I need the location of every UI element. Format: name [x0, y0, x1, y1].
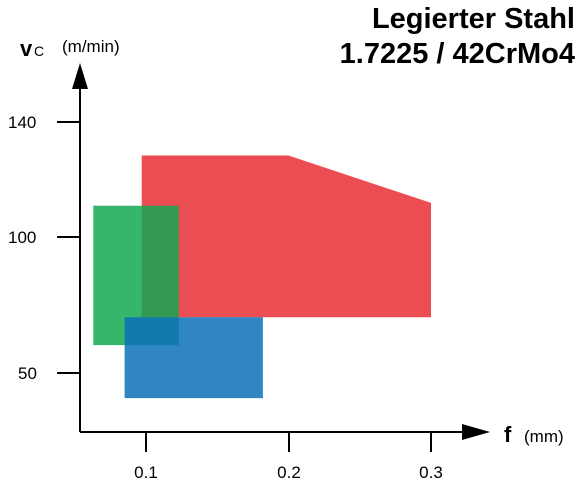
y-axis-symbol: v — [20, 36, 33, 61]
y-tick-label: 100 — [8, 228, 36, 247]
y-tick-label: 140 — [8, 113, 36, 132]
region-red — [141, 155, 431, 318]
chart-regions — [93, 155, 431, 399]
x-axis-unit: (mm) — [524, 427, 564, 446]
y-tick-label: 50 — [18, 364, 37, 383]
region-blue — [124, 317, 263, 399]
x-tick-label: 0.1 — [134, 463, 158, 482]
chart-title-line2: 1.7225 / 42CrMo4 — [340, 38, 575, 70]
y-axis-unit: (m/min) — [62, 37, 120, 56]
x-axis-arrow — [462, 424, 490, 440]
x-tick-label: 0.3 — [419, 463, 443, 482]
region-green — [93, 205, 179, 346]
x-tick-label: 0.2 — [277, 463, 301, 482]
y-axis-subscript: C — [34, 43, 44, 59]
y-axis-arrow — [72, 63, 88, 89]
x-axis-symbol: f — [504, 422, 512, 447]
chart-title-line1: Legierter Stahl — [372, 3, 575, 35]
